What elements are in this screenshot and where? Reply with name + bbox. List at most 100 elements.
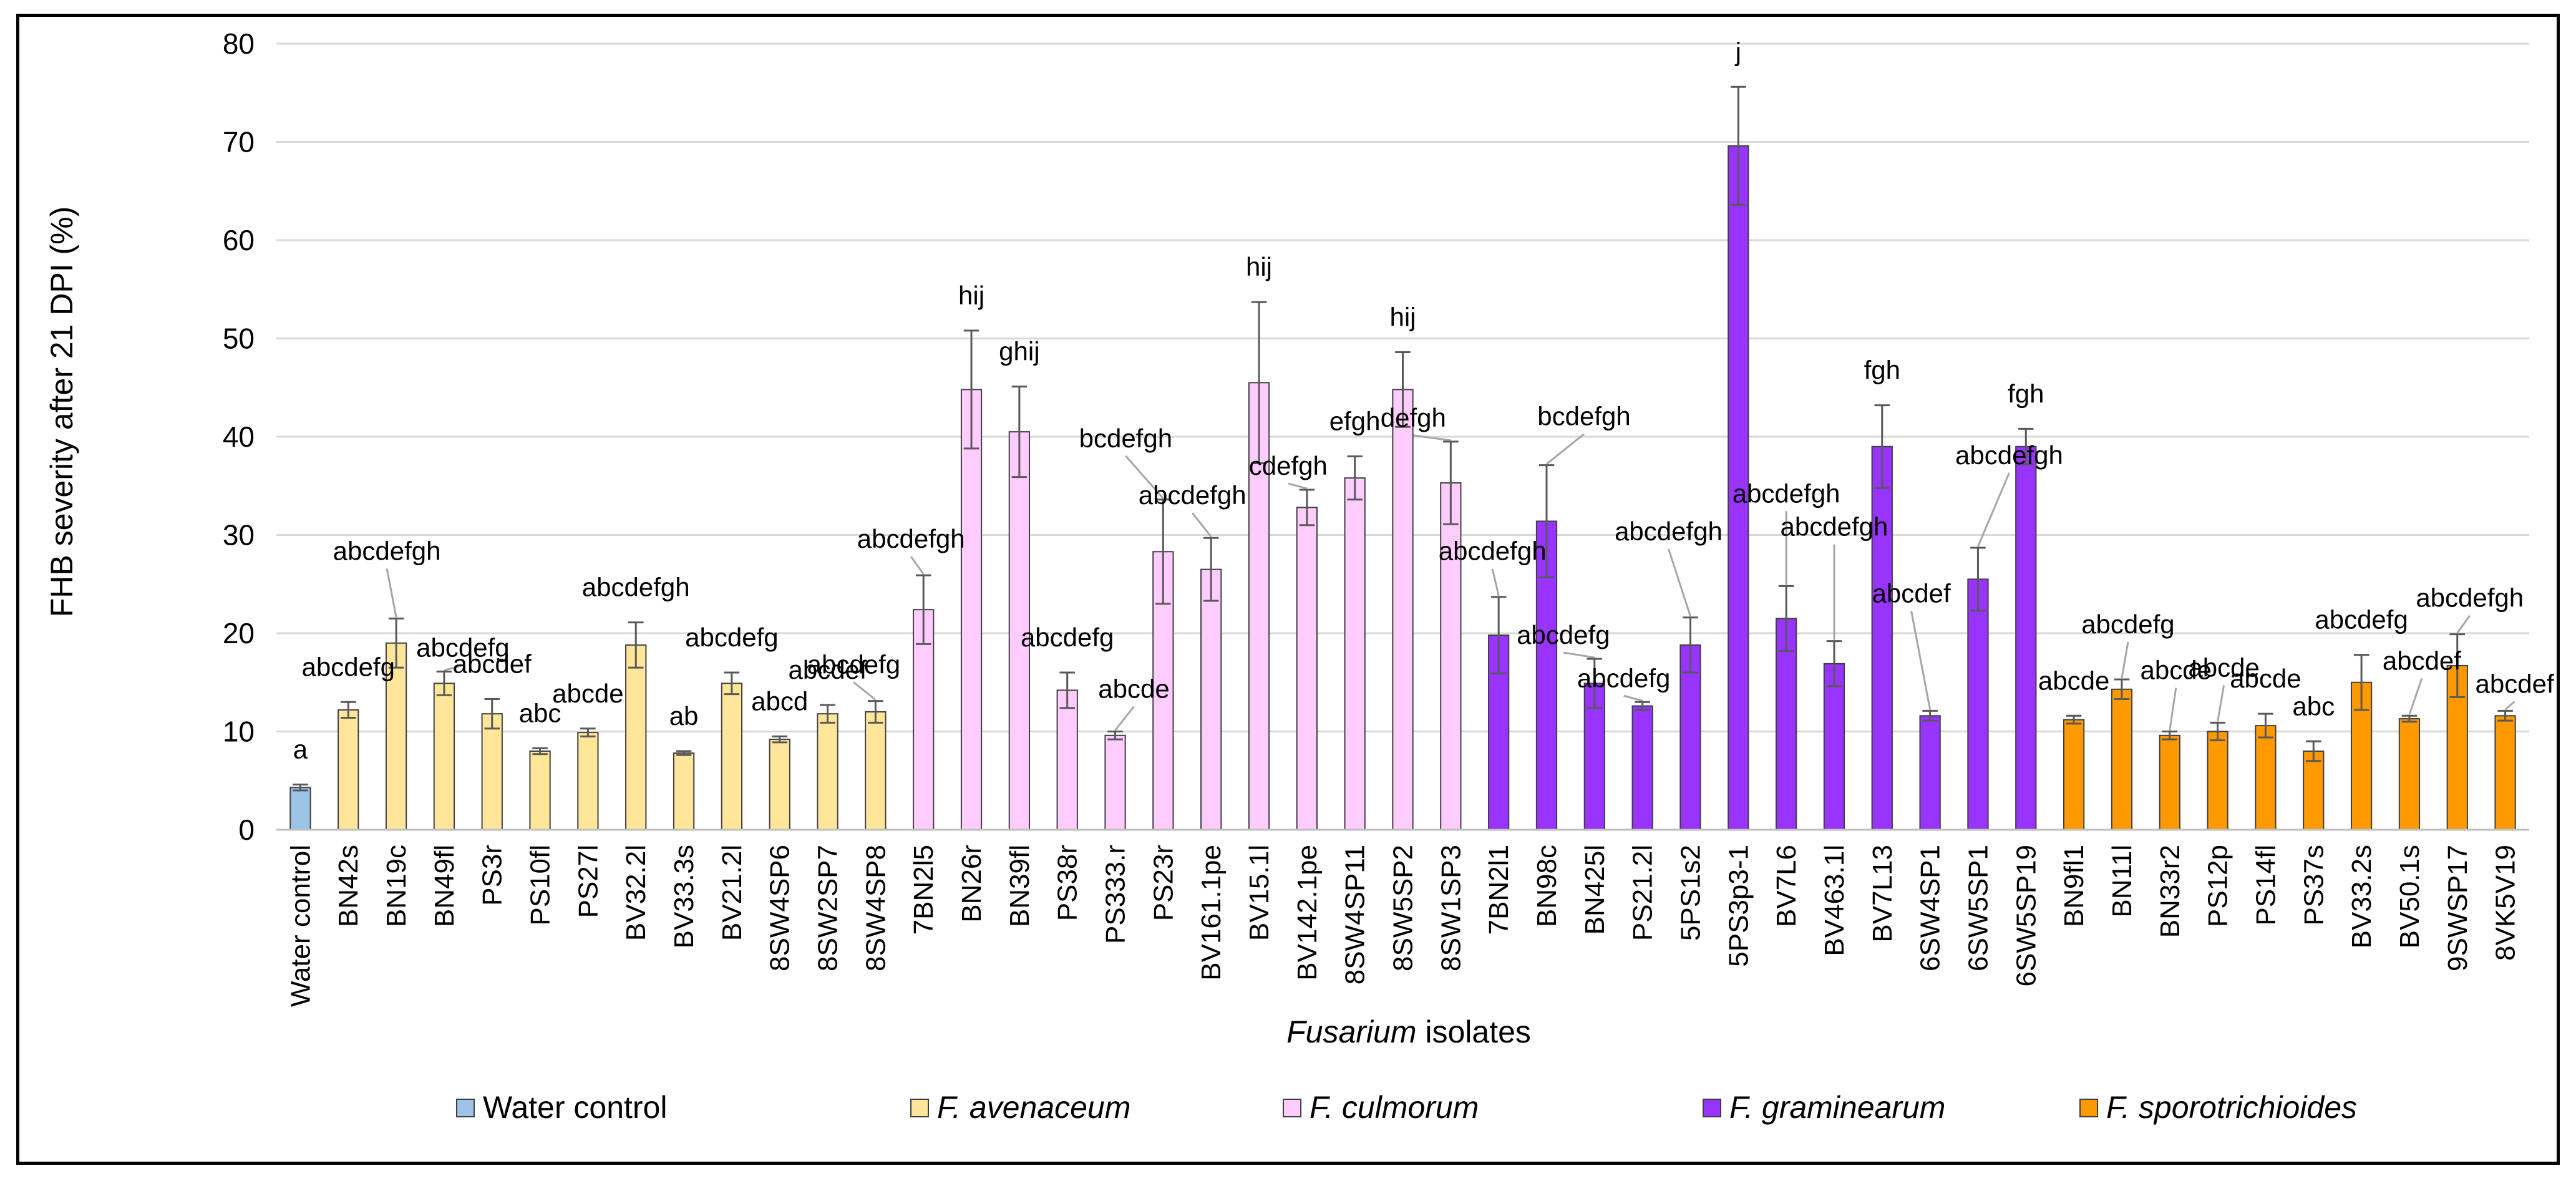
- significance-label: abcdefgh: [333, 536, 441, 565]
- error-bar: [1011, 386, 1028, 479]
- significance-label: a: [293, 735, 308, 764]
- significance-label: fgh: [2008, 379, 2044, 408]
- y-tick-label: 80: [223, 27, 255, 60]
- significance-leader-line: [1977, 472, 2010, 547]
- significance-label: abc: [519, 698, 561, 727]
- significance-label: fgh: [1864, 356, 1900, 385]
- significance-label: abcdefg: [807, 650, 900, 679]
- legend-swatch: [2079, 1099, 2098, 1117]
- y-tick-label: 70: [223, 126, 255, 158]
- significance-label: bcdefgh: [1079, 424, 1172, 453]
- category-label: 8SW4SP6: [765, 845, 795, 971]
- error-bar: [1203, 537, 1219, 602]
- error-bar: [1970, 547, 1986, 612]
- bar: [865, 711, 887, 830]
- error-bar: [1538, 464, 1555, 578]
- bar: [1679, 644, 1701, 831]
- category-label: PS38r: [1052, 845, 1083, 921]
- error-bar: [2066, 714, 2082, 725]
- error-bar: [2353, 654, 2369, 711]
- category-label: BV33.3s: [669, 845, 699, 948]
- error-bar: [676, 750, 692, 756]
- significance-leader-line: [2217, 685, 2225, 722]
- error-bar: [915, 574, 931, 645]
- significance-leader-line: [1114, 706, 1135, 731]
- category-label: BV50.1s: [2394, 845, 2425, 948]
- legend-item-avenaceum: F. avenaceum: [910, 1090, 1130, 1125]
- error-bar: [868, 700, 883, 724]
- y-tick-label: 40: [223, 420, 255, 453]
- category-label: BN42s: [333, 845, 364, 927]
- significance-label: abcdef: [1872, 578, 1951, 608]
- x-axis-title-italic: Fusarium: [1286, 1014, 1416, 1049]
- y-tick-label: 0: [238, 814, 255, 846]
- category-label: PS10fl: [525, 845, 556, 926]
- significance-labels: aabcdefgabcdefghabcdefgabcdefabcabcdeabc…: [293, 37, 2554, 764]
- category-label: 8SW5SP2: [1388, 845, 1419, 971]
- significance-leader-line: [1546, 433, 1585, 465]
- error-bar: [1443, 440, 1459, 525]
- significance-label: abcde: [1098, 674, 1169, 704]
- significance-leader-line: [1668, 548, 1691, 617]
- significance-label: efgh: [1329, 407, 1381, 436]
- x-axis-title: Fusarium isolates: [1286, 1014, 1531, 1049]
- bar: [481, 713, 503, 831]
- error-bar: [2497, 709, 2513, 722]
- category-label: BN425l: [1580, 845, 1610, 935]
- error-bar: [1107, 731, 1123, 741]
- significance-label: abcdefgh: [1781, 512, 1888, 542]
- bar: [529, 751, 551, 830]
- category-label: 8SW2SP7: [813, 845, 843, 971]
- error-bar: [2162, 731, 2178, 741]
- significance-label: abc: [2292, 691, 2335, 721]
- y-tick-label: 20: [223, 617, 255, 649]
- significance-leader-line: [1623, 694, 1643, 702]
- significance-label: hij: [1389, 303, 1416, 332]
- bar: [1296, 507, 1318, 830]
- category-label: PS14fl: [2250, 845, 2281, 926]
- error-bar: [1155, 498, 1171, 605]
- bar: [338, 709, 359, 830]
- error-bar: [2306, 740, 2321, 762]
- bar: [1104, 734, 1126, 831]
- significance-label: abcdefgh: [2416, 583, 2524, 613]
- y-axis-ticks: 0 10 20 30 40 50 60 70 80: [223, 27, 255, 846]
- bar: [960, 389, 983, 830]
- legend-label: F. avenaceum: [937, 1090, 1130, 1125]
- bar: [1871, 445, 1893, 830]
- error-bar: [1731, 85, 1746, 206]
- error-bar: [1347, 455, 1363, 501]
- significance-label: hij: [1246, 252, 1272, 281]
- significance-label: abcdefg: [302, 652, 395, 681]
- category-label: 9SWSP17: [2442, 845, 2473, 971]
- significance-label: abcde: [2230, 664, 2301, 693]
- bar: [2111, 688, 2133, 831]
- significance-leader-line: [386, 568, 397, 618]
- legend-swatch: [1703, 1099, 1721, 1117]
- bar: [1440, 482, 1462, 830]
- significance-label: abcdef: [2383, 646, 2461, 675]
- error-bar: [2114, 678, 2130, 701]
- category-label: 7BN2l1: [1484, 845, 1514, 935]
- legend-label: Water control: [483, 1090, 667, 1125]
- bar: [1008, 431, 1030, 830]
- bar: [1919, 715, 1941, 831]
- category-label: BN39fl: [1004, 845, 1035, 927]
- category-label: BV32.2l: [621, 845, 651, 941]
- bar: [2063, 719, 2085, 830]
- significance-label: abcdefgh: [1615, 517, 1723, 546]
- category-label: 8SW4SP11: [1340, 845, 1371, 984]
- significance-label: abcdefgh: [1139, 480, 1247, 510]
- significance-label: abcdefgh: [857, 524, 965, 553]
- significance-label: ab: [669, 701, 699, 731]
- legend-item-graminearum: F. graminearum: [1703, 1090, 1945, 1125]
- significance-leader-lines: [386, 433, 2515, 731]
- category-label: 8VK5V19: [2491, 845, 2521, 961]
- error-bars: [293, 85, 2513, 792]
- bar: [2494, 715, 2516, 831]
- y-tick-label: 50: [223, 323, 255, 355]
- significance-leader-line: [1288, 482, 1308, 490]
- error-bar: [1922, 709, 1938, 722]
- category-label: 8SW4SP8: [860, 845, 891, 971]
- bar: [577, 732, 599, 830]
